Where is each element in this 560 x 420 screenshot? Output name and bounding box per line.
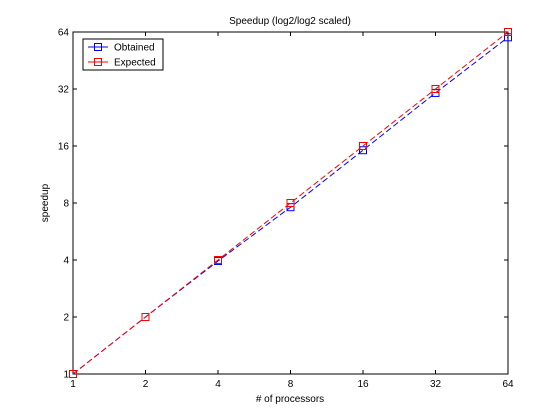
- data-point-obtained: [504, 33, 512, 42]
- x-tick-label: 16: [357, 379, 369, 390]
- series-line-expected: [72, 31, 509, 375]
- x-axis-label: # of processors: [256, 394, 324, 405]
- y-tick-label: 16: [58, 142, 70, 153]
- legend: Obtained Expected: [82, 38, 164, 71]
- data-point-obtained: [359, 146, 367, 155]
- x-tick-label: 2: [143, 379, 149, 390]
- chart-title: Speedup (log2/log2 scaled): [229, 16, 351, 27]
- y-axis-label: speedup: [40, 183, 51, 222]
- data-point-expected: [141, 313, 150, 321]
- legend-marker-expected: [94, 58, 102, 66]
- x-tick-label: 32: [430, 379, 442, 390]
- data-point-expected: [69, 370, 77, 378]
- y-tick-label: 2: [63, 313, 69, 324]
- x-tick-label: 64: [502, 379, 514, 390]
- legend-label-expected: Expected: [114, 58, 156, 69]
- legend-label-obtained: Obtained: [114, 43, 155, 54]
- data-point-expected: [359, 142, 367, 150]
- legend-box: [82, 38, 164, 71]
- data-point-expected: [286, 199, 295, 207]
- y-tick-label: 1: [63, 370, 69, 381]
- series-layer: [69, 28, 512, 378]
- x-tick-label: 8: [288, 379, 294, 390]
- y-tick-label: 64: [58, 28, 70, 39]
- x-tick-label: 1: [70, 379, 76, 390]
- y-tick-label: 8: [63, 199, 69, 210]
- data-point-obtained: [286, 203, 295, 212]
- data-point-expected: [214, 256, 222, 264]
- x-tick-label: 4: [215, 379, 221, 390]
- data-point-expected: [504, 28, 512, 36]
- data-point-expected: [431, 85, 440, 93]
- y-tick-label: 4: [63, 256, 69, 267]
- legend-marker-obtained: [94, 43, 102, 51]
- y-tick-label: 32: [58, 85, 70, 96]
